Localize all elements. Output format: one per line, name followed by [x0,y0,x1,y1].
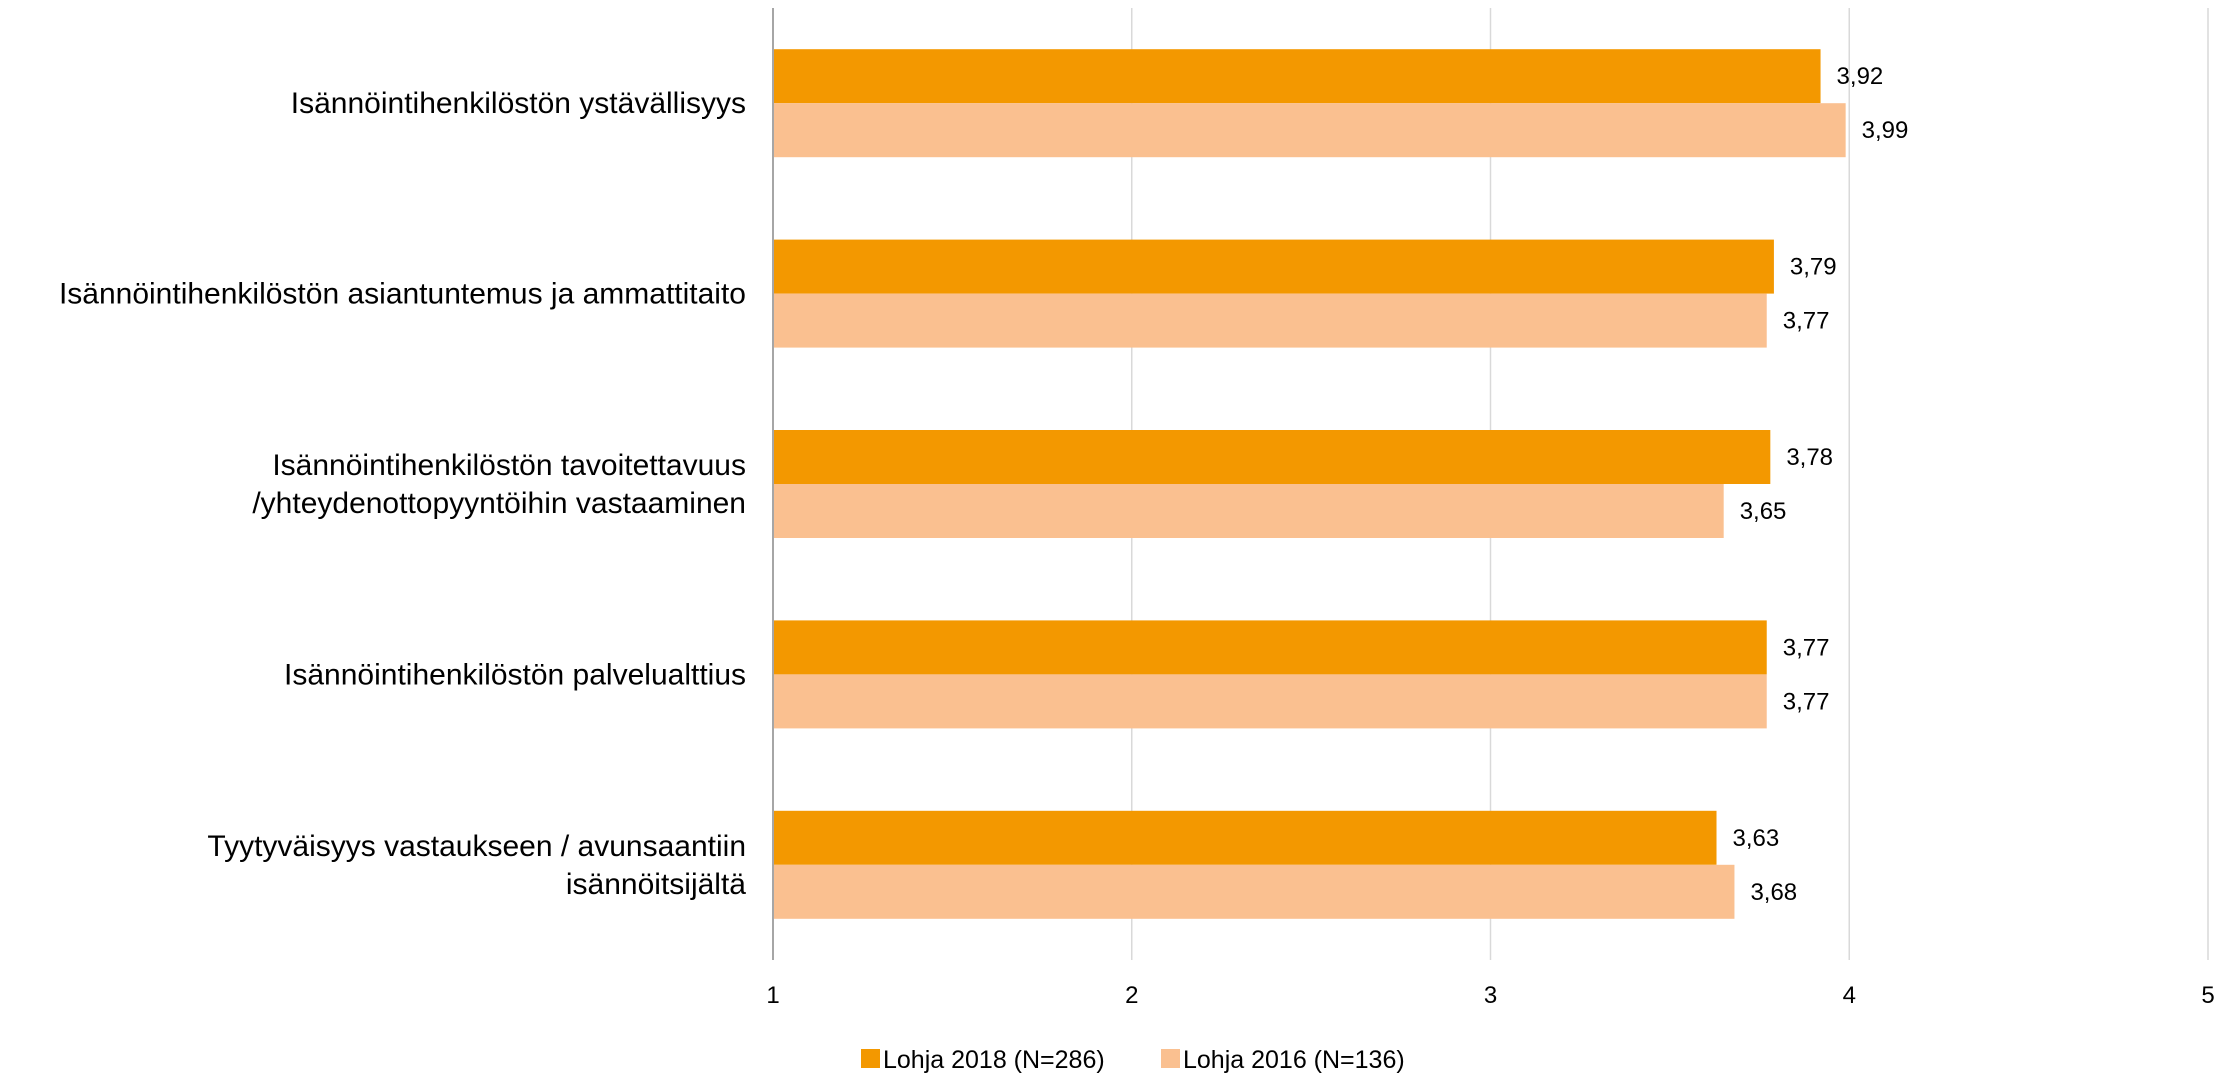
data-label: 3,99 [1862,117,1909,144]
value-labels: 3,92 3,99 3,79 3,77 3,78 3,65 3,77 3,77 3,63 3,68 [1733,63,1909,906]
bar [773,620,1767,675]
data-label: 3,65 [1740,498,1787,525]
tick-label: 2 [1125,982,1138,1009]
x-axis-ticks: 1 2 3 4 5 [766,982,2214,1009]
bar [773,864,1735,919]
data-label: 3,68 [1750,879,1797,906]
bars [773,49,1846,919]
bar [773,103,1846,158]
data-label: 3,77 [1783,308,1830,335]
tick-label: 1 [766,982,779,1009]
bar [773,810,1717,865]
data-label: 3,77 [1783,634,1830,661]
category-label: Isännöintihenkilöstön ystävällisyys [291,87,746,120]
legend: Lohja 2018 (N=286) Lohja 2016 (N=136) [861,1046,1405,1074]
data-label: 3,77 [1783,688,1830,715]
data-label: 3,63 [1733,825,1780,852]
category-label: Isännöintihenkilöstön tavoitettavuus/yht… [252,449,746,520]
tick-label: 3 [1484,982,1497,1009]
category-labels: Isännöintihenkilöstön ystävällisyys Isänn… [59,87,746,901]
tick-label: 5 [2201,982,2214,1009]
legend-swatch [861,1049,880,1068]
category-label: Tyytyväisyys vastaukseen / avunsaantiin i… [207,830,746,901]
bar [773,674,1767,729]
tick-label: 4 [1843,982,1856,1009]
bar [773,293,1767,348]
bar [773,430,1771,484]
bar [773,484,1724,538]
bar [773,49,1821,104]
bar [773,239,1774,294]
category-label: Isännöintihenkilöstön asiantuntemus ja a… [59,278,746,311]
data-label: 3,79 [1790,254,1837,281]
category-label: Isännöintihenkilöstön palvelualttius [284,658,746,691]
legend-label: Lohja 2016 (N=136) [1183,1046,1405,1074]
legend-label: Lohja 2018 (N=286) [883,1046,1105,1074]
legend-swatch [1161,1049,1180,1068]
data-label: 3,78 [1786,444,1833,471]
data-label: 3,92 [1837,63,1884,90]
